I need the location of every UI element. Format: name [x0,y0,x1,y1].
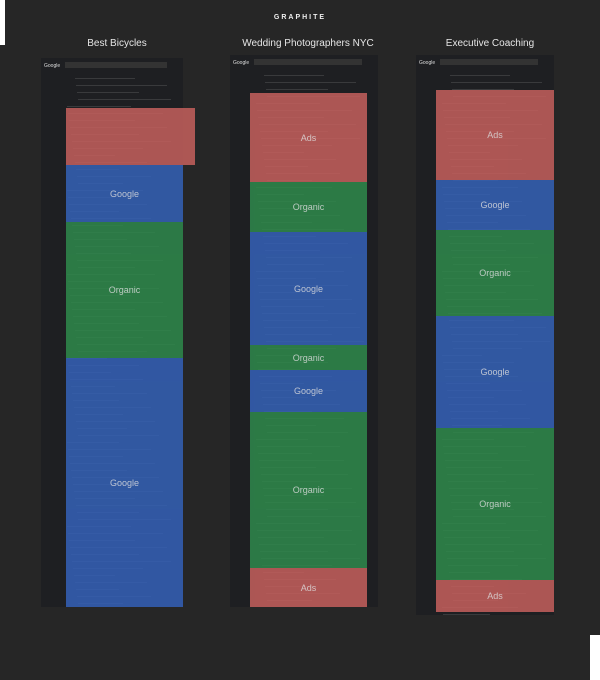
overlay-segment: Google [436,180,554,230]
overlay-segment: Google [436,316,554,428]
text-line [443,614,490,615]
text-line [451,82,542,83]
text-line [450,75,510,76]
segment-label: Google [109,477,140,488]
search-bar [65,62,167,68]
overlay-segment: Organic [66,222,183,358]
overlay-segment: Ads [250,568,367,607]
text-line [76,85,167,86]
overlay-segment: Google [250,232,367,345]
search-bar [254,59,362,65]
search-bar [440,59,538,65]
text-line [266,89,328,90]
segment-label: Ads [300,582,317,593]
segment-label: Google [480,200,510,210]
search-logo: Google [419,60,436,66]
overlay-segment [66,108,195,165]
segment-label: Organic [479,499,511,509]
text-line [75,78,135,79]
column-title: Executive Coaching [445,38,535,49]
text-line [67,106,131,107]
overlay-segment: Google [250,370,367,412]
column-title: Wedding Photographers NYC [242,38,374,49]
overlay-segment: Ads [436,580,554,612]
segment-label: Google [109,188,140,199]
corner-mark [590,635,600,680]
overlay-segment: Organic [436,428,554,580]
overlay-segment: Organic [250,412,367,568]
segment-label: Google [293,283,324,294]
segment-label: Organic [292,352,325,363]
text-line [264,75,324,76]
text-line [452,89,514,90]
segment-label: Organic [292,202,325,212]
overlay-segment: Organic [250,182,367,232]
segment-label: Ads [487,130,503,140]
text-line [77,92,139,93]
segment-label: Organic [479,268,511,278]
overlay-segment: Ads [436,90,554,180]
segment-label: Organic [292,485,325,495]
overlay-segment: Organic [436,230,554,316]
segment-label: Ads [300,132,317,143]
text-line [265,82,356,83]
segment-label: Ads [487,591,503,601]
brand: GRAPHITE [273,14,327,21]
overlay-segment: Ads [250,93,367,182]
column-title: Best Bicycles [87,38,147,49]
search-logo: Google [44,63,61,69]
segment-label: Google [480,367,510,377]
segment-label: Google [293,386,324,396]
search-logo: Google [233,60,250,66]
overlay-segment: Google [66,165,183,222]
overlay-segment: Organic [250,345,367,370]
corner-mark [0,0,5,45]
overlay-segment: Google [66,358,183,607]
segment-label: Organic [108,285,141,295]
text-line [78,99,171,100]
